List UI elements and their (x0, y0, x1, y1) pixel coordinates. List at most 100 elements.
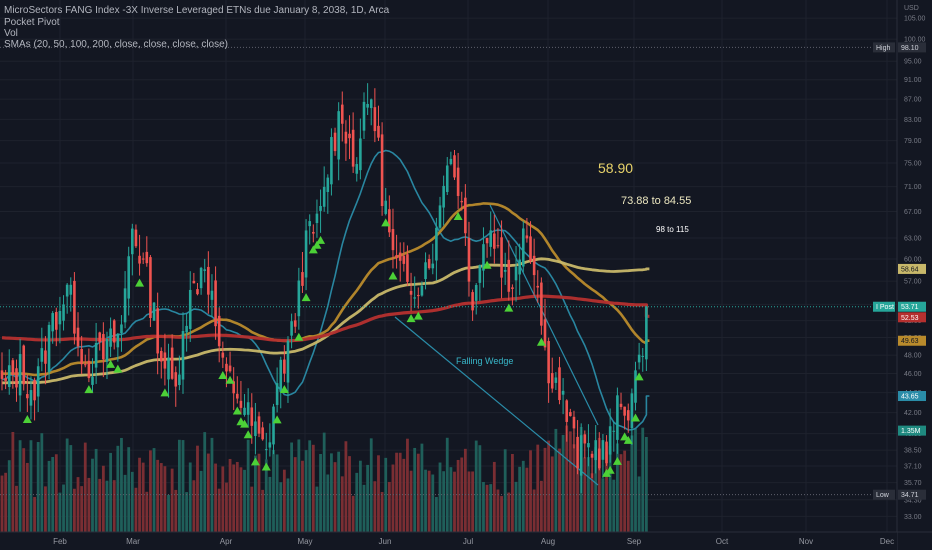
candle-body (623, 406, 626, 416)
volume-bar (221, 466, 225, 532)
candle-body (239, 400, 243, 408)
candle-body (283, 359, 286, 374)
candle-body (514, 266, 518, 281)
candle-body (261, 427, 264, 440)
volume-bar (507, 492, 511, 532)
volume-bar (196, 445, 199, 532)
candle-body (109, 328, 112, 347)
y-tick-label: 91.00 (904, 77, 922, 84)
volume-bar (185, 492, 189, 532)
volume-bar (315, 486, 319, 532)
volume-bar (543, 447, 547, 532)
volume-bar (319, 453, 322, 532)
volume-bar (40, 433, 44, 532)
candle-body (44, 350, 47, 364)
volume-bar (206, 453, 210, 532)
volume-bar (431, 474, 435, 532)
volume-bar (532, 489, 536, 532)
candle-body (369, 99, 373, 109)
volume-bar (159, 463, 163, 532)
candle-body (489, 230, 492, 247)
candle-body (402, 255, 406, 264)
candle-body (254, 421, 257, 436)
volume-bar (558, 448, 561, 532)
volume-bar (626, 460, 630, 532)
time-axis[interactable]: Feb Mar Apr May Jun Jul Aug Sep Oct Nov Dec (0, 531, 932, 550)
volume-bars (0, 425, 648, 532)
candle-body (583, 434, 587, 444)
candle-body (388, 209, 391, 233)
x-tick-label: Aug (541, 537, 555, 546)
candle-body (550, 373, 554, 389)
indicator-pocket-pivot[interactable]: Pocket Pivot (4, 17, 60, 28)
volume-bar (69, 445, 73, 532)
sma100-tag-bg (898, 263, 926, 274)
volume-bar (105, 480, 109, 532)
candle-body (536, 285, 540, 288)
candle-body (275, 383, 279, 405)
volume-bar (351, 495, 355, 532)
sma20-tag-bg (898, 391, 926, 402)
volume-bar (597, 437, 601, 532)
candle-body (62, 304, 65, 321)
pocket-pivot-marker (22, 414, 32, 423)
pocket-pivot-marker (381, 218, 391, 227)
candle-body (561, 390, 565, 395)
volume-bar (358, 460, 362, 532)
price-axis[interactable]: USD33.0034.3035.7037.1038.5040.0042.0044… (896, 0, 932, 550)
sma-50-line (1, 202, 650, 377)
x-tick-label: May (297, 537, 312, 546)
volume-bar (623, 450, 627, 532)
candle-body (210, 290, 214, 300)
indicator-volume[interactable]: Vol (4, 28, 18, 39)
volume-bar (293, 457, 297, 532)
volume-bar (91, 458, 94, 532)
candle-body (279, 359, 283, 392)
volume-bar (380, 491, 384, 532)
volume-bar (138, 457, 141, 532)
volume-bar (275, 454, 279, 532)
pocket-pivot-marker (113, 364, 123, 373)
pocket-pivot-marker (225, 375, 235, 384)
candle-body (138, 255, 141, 264)
candle-body (290, 321, 293, 336)
ppost-label-tag-bg (873, 301, 895, 312)
volume-bar (644, 437, 648, 532)
sma200-tag-bg (898, 312, 926, 323)
candle-body (500, 237, 503, 278)
volume-bar (268, 476, 272, 532)
volume-bar (217, 488, 221, 532)
volume-bar (264, 459, 268, 532)
candle-body (55, 311, 58, 330)
candle-body (94, 342, 98, 368)
high-label-tag-text: High (876, 45, 891, 52)
low-value-tag-bg (898, 489, 926, 500)
pocket-pivot-marker (308, 245, 318, 254)
volume-bar (33, 496, 36, 532)
candle-body (192, 280, 196, 284)
high-value-tag-text: 98.10 (901, 45, 919, 52)
volume-bar (435, 496, 438, 532)
volume-bar (608, 445, 612, 532)
y-tick-label: 60.00 (904, 257, 922, 264)
projection-label-3: 98 to 115 (656, 225, 689, 234)
candle-body (362, 101, 366, 131)
low-value-tag-text: 34.71 (901, 492, 919, 499)
candle-body (207, 266, 210, 295)
candle-body (73, 280, 76, 334)
candle-body (22, 345, 26, 385)
volume-bar (406, 438, 409, 532)
pocket-pivot-marker (316, 235, 326, 244)
candle-body (58, 311, 62, 325)
candle-body (344, 131, 348, 144)
volume-bar (235, 461, 239, 532)
pocket-pivot-marker (504, 303, 514, 312)
candle-body (26, 394, 29, 399)
volume-bar (456, 459, 460, 532)
indicator-smas[interactable]: SMAs (20, 50, 100, 200, close, close, cl… (4, 39, 228, 50)
volume-bar (377, 455, 380, 532)
volume-bar (427, 470, 431, 532)
y-tick-label: 57.00 (904, 279, 922, 286)
